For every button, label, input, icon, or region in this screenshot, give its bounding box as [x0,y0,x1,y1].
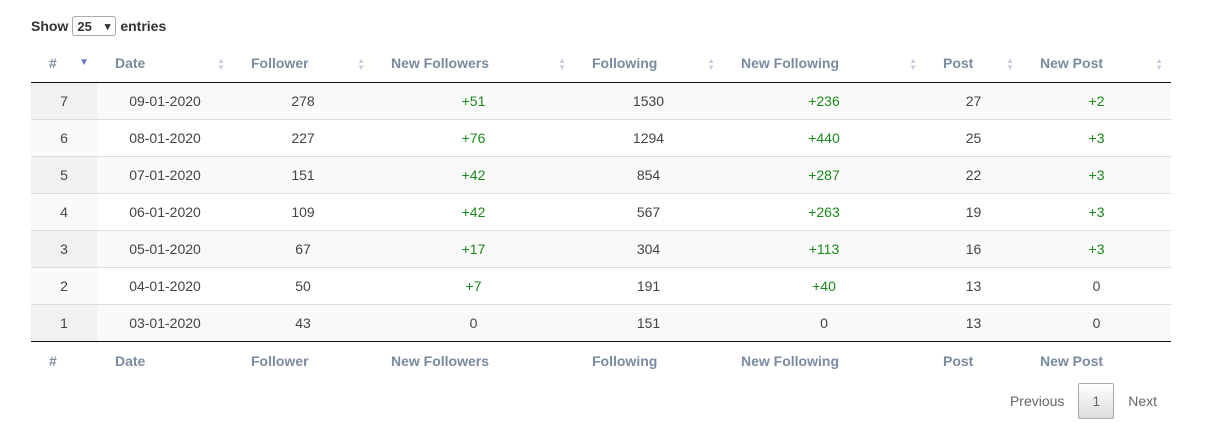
table-cell: 13 [925,303,1022,341]
column-footer: # [31,340,97,380]
table-cell: 4 [31,192,97,230]
column-footer: New Followers [373,340,574,380]
column-footer: Date [97,340,233,380]
column-header[interactable]: New Following ▲ ▼ [723,45,925,83]
column-header[interactable]: New Post ▲ ▼ [1022,45,1171,83]
table-cell: 22 [925,155,1022,193]
column-footer: Follower [233,340,373,380]
table-cell: 25 [925,118,1022,156]
table-row: 3 05-01-2020 67 +17 304 +113 16 +3 [31,229,1171,267]
table-cell: 09-01-2020 [97,82,233,119]
table-cell: 6 [31,118,97,156]
table-cell: 50 [233,266,373,304]
table-cell: 278 [233,82,373,119]
table-cell: +3 [1022,192,1171,230]
table-cell: +7 [373,266,574,304]
table-cell: 16 [925,229,1022,267]
table-cell: +287 [723,155,925,193]
next-button[interactable]: Next [1128,393,1157,409]
table-cell: 03-01-2020 [97,303,233,341]
table-cell: 151 [574,303,723,341]
sort-icon: ▲ ▼ [558,56,566,72]
sort-icon: ▲ ▼ [1006,56,1014,72]
table-cell: 07-01-2020 [97,155,233,193]
column-header[interactable]: # ▼ [31,45,97,83]
table-cell: 2 [31,266,97,304]
table-cell: 3 [31,229,97,267]
page-size-select[interactable]: 25 [72,16,117,37]
table-cell: 19 [925,192,1022,230]
table-cell: +113 [723,229,925,267]
column-footer: New Following [723,340,925,380]
table-cell: 67 [233,229,373,267]
table-cell: +76 [373,118,574,156]
table-cell: +2 [1022,82,1171,119]
pagination: Previous 1 Next [996,383,1171,419]
column-footer: New Post [1022,340,1171,380]
sort-icon: ▲ ▼ [357,56,365,72]
table-row: 7 09-01-2020 278 +51 1530 +236 27 +2 [31,82,1171,119]
table-cell: 08-01-2020 [97,118,233,156]
column-header[interactable]: Following ▲ ▼ [574,45,723,83]
table-cell: 05-01-2020 [97,229,233,267]
table-cell: 06-01-2020 [97,192,233,230]
table-row: 5 07-01-2020 151 +42 854 +287 22 +3 [31,155,1171,193]
table-cell: 151 [233,155,373,193]
table-cell: 109 [233,192,373,230]
table-cell: 1294 [574,118,723,156]
previous-button[interactable]: Previous [1009,393,1065,409]
table-cell: +263 [723,192,925,230]
table-row: 2 04-01-2020 50 +7 191 +40 13 0 [31,266,1171,304]
sort-icon: ▲ ▼ [1155,56,1163,72]
table-cell: 43 [233,303,373,341]
data-table: # ▼ Date ▲ ▼ Follower ▲ ▼ New Followers ▲ ▼ Followi… [31,45,1171,380]
table-cell: 04-01-2020 [97,266,233,304]
table-row: 4 06-01-2020 109 +42 567 +263 19 +3 [31,192,1171,230]
table-cell: 0 [373,303,574,341]
table-cell: +40 [723,266,925,304]
table-cell: 854 [574,155,723,193]
table-cell: 227 [233,118,373,156]
column-header[interactable]: New Followers ▲ ▼ [373,45,574,83]
table-cell: 1 [31,303,97,341]
column-header[interactable]: Follower ▲ ▼ [233,45,373,83]
column-header[interactable]: Post ▲ ▼ [925,45,1022,83]
table-cell: +42 [373,155,574,193]
table-cell: 304 [574,229,723,267]
sort-icon: ▲ ▼ [217,56,225,72]
table-cell: 5 [31,155,97,193]
table-cell: 13 [925,266,1022,304]
table-row: 6 08-01-2020 227 +76 1294 +440 25 +3 [31,118,1171,156]
column-footer: Following [574,340,723,380]
label: Show [31,18,69,34]
table-row: 1 03-01-2020 43 0 151 0 13 0 [31,303,1171,341]
table-cell: 567 [574,192,723,230]
table-cell: 1530 [574,82,723,119]
table-cell: +3 [1022,229,1171,267]
column-footer: Post [925,340,1022,380]
length-control: Show 25 entries [31,16,167,37]
column-header[interactable]: Date ▲ ▼ [97,45,233,83]
label: entries [120,18,167,34]
table-cell: +51 [373,82,574,119]
table-cell: 0 [1022,303,1171,341]
page-button[interactable]: 1 [1078,383,1115,419]
table-cell: +440 [723,118,925,156]
table-cell: +42 [373,192,574,230]
table-cell: +3 [1022,118,1171,156]
sort-icon: ▲ ▼ [909,56,917,72]
table-cell: 7 [31,82,97,119]
table-cell: 191 [574,266,723,304]
table-cell: +17 [373,229,574,267]
table-cell: +3 [1022,155,1171,193]
table-cell: 27 [925,82,1022,119]
table-cell: +236 [723,82,925,119]
table-cell: 0 [723,303,925,341]
sort-icon: ▼ [79,57,89,68]
sort-icon: ▲ ▼ [707,56,715,72]
table-cell: 0 [1022,266,1171,304]
